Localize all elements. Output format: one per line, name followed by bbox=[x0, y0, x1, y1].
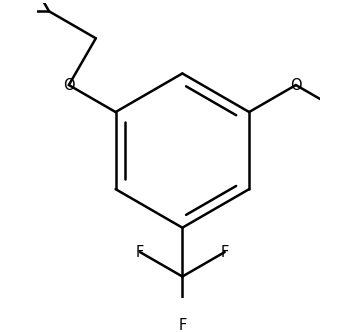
Text: F: F bbox=[178, 318, 186, 332]
Text: F: F bbox=[221, 245, 229, 260]
Text: O: O bbox=[63, 78, 75, 93]
Text: F: F bbox=[136, 245, 144, 260]
Text: O: O bbox=[290, 78, 302, 93]
